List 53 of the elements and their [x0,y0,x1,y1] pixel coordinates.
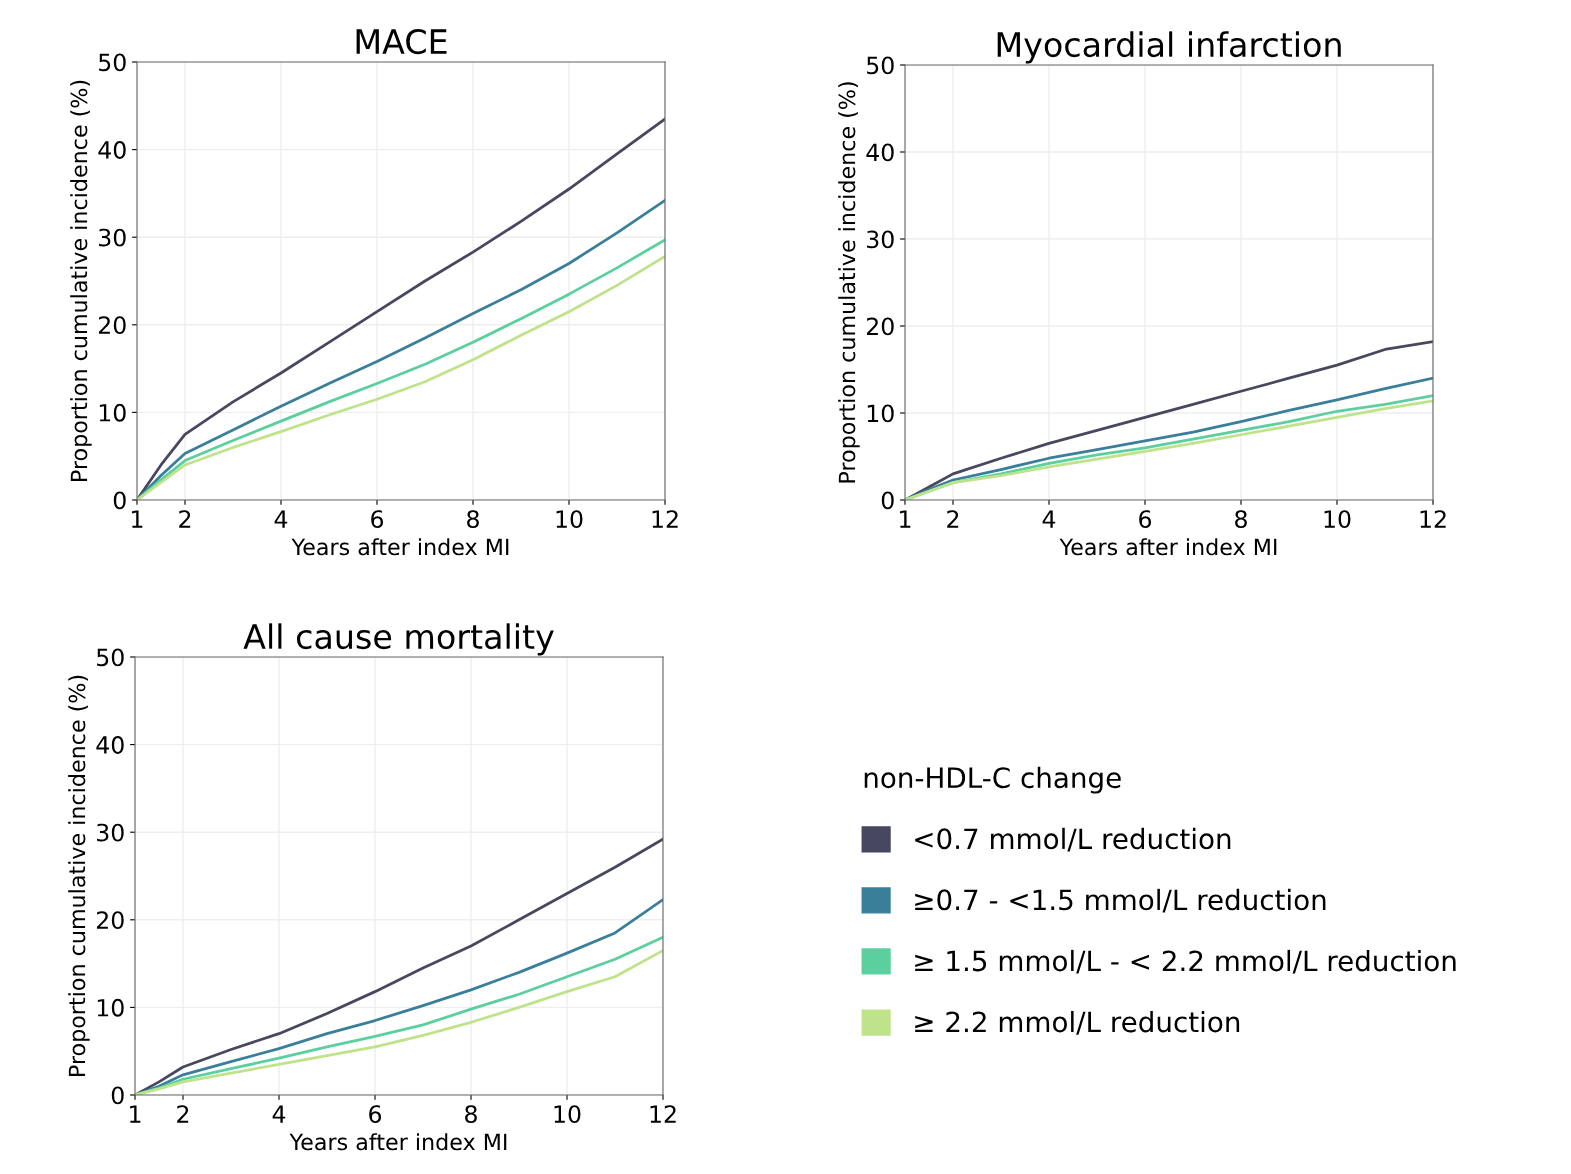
x-tick-label: 6 [371,510,384,528]
chart-title: Myocardial infarction [997,31,1341,64]
x-axis-title: Years after index MI [291,538,509,556]
y-tick-label: 20 [866,317,894,336]
y-tick-label: 20 [98,316,126,335]
y-tick-label: 50 [99,53,126,72]
y-axis-title: Proportion cumulative incidence (%) [70,80,92,481]
x-axis-title: Years after index MI [289,1133,507,1151]
x-tick-label: 2 [947,510,959,528]
x-tick-label: 8 [467,510,479,528]
x-tick-label: 10 [554,1105,581,1123]
x-tick-label: 1 [130,1105,141,1123]
y-tick-label: 40 [96,736,124,754]
legend-label: ≥ 2.2 mmol/L reduction [915,1010,1240,1035]
x-tick-label: 10 [1324,510,1351,528]
x-tick-label: 6 [1139,510,1152,528]
y-tick-label: 10 [97,998,124,1017]
x-tick-label: 4 [272,1105,286,1123]
y-tick-label: 30 [99,228,126,247]
x-tick-label: 6 [369,1105,382,1123]
y-tick-label: 40 [866,143,894,162]
x-tick-label: 4 [1042,510,1056,528]
legend-label: ≥ 1.5 mmol/L - < 2.2 mmol/L reduction [915,949,1456,974]
y-tick-label: 0 [111,1086,124,1105]
y-tick-label: 10 [99,403,126,422]
y-tick-label: 30 [867,230,894,249]
y-tick-label: 0 [113,491,126,510]
x-axis-title: Years after index MI [1059,538,1277,556]
y-tick-label: 40 [98,141,126,159]
chart-title: MACE [356,28,447,55]
y-axis-title: Proportion cumulative incidence (%) [838,82,860,483]
x-tick-label: 1 [132,510,143,528]
x-tick-label: 4 [274,510,288,528]
x-tick-label: 1 [900,510,911,528]
legend-label: ≥0.7 - <1.5 mmol/L reduction [915,888,1326,913]
y-tick-label: 30 [97,823,124,842]
x-tick-label: 12 [650,1105,676,1123]
x-tick-label: 12 [652,510,678,528]
chart-title: All cause mortality [243,623,554,656]
x-tick-label: 10 [556,510,583,528]
x-tick-label: 8 [1235,510,1247,528]
x-tick-label: 12 [1420,510,1446,528]
y-tick-label: 50 [867,56,894,75]
y-tick-label: 50 [97,648,124,667]
y-axis-title: Proportion cumulative incidence (%) [68,675,90,1076]
y-tick-label: 0 [881,491,894,510]
x-tick-label: 2 [179,510,191,528]
legend-title: non-HDL-C change [864,766,1121,794]
x-tick-label: 8 [465,1105,477,1123]
y-tick-label: 20 [96,911,124,930]
y-tick-label: 10 [867,404,894,423]
legend-label: <0.7 mmol/L reduction [915,827,1231,852]
x-tick-label: 2 [177,1105,189,1123]
